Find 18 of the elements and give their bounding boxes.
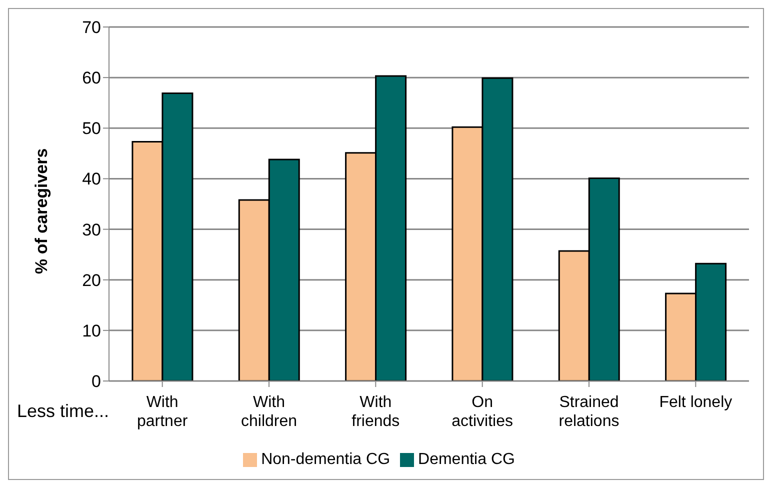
y-tick-label: 60: [82, 68, 101, 88]
text: Less time...: [17, 401, 110, 422]
y-tick-label: 0: [92, 372, 101, 392]
y-axis-title: % of caregivers: [32, 148, 52, 274]
x-tick-label: With children: [240, 394, 298, 430]
y-tick-label: 50: [82, 119, 101, 138]
y-tick-label: 70: [82, 18, 101, 38]
x-tick-label: With friends: [352, 394, 400, 430]
x-tick-label: Felt lonely: [659, 394, 732, 411]
y-tick-label: 30: [82, 220, 101, 240]
x-tick-label: On activities: [452, 394, 514, 430]
legend-label: Non-dementia CG: [261, 451, 390, 468]
x-tick-label: Strained relations: [558, 394, 620, 430]
y-tick-label: 10: [82, 321, 101, 340]
legend-label: Dementia CG: [418, 451, 515, 468]
y-tick-label: 20: [82, 270, 101, 290]
x-tick-label: With partner: [136, 394, 188, 430]
y-tick-label: 40: [82, 170, 101, 189]
